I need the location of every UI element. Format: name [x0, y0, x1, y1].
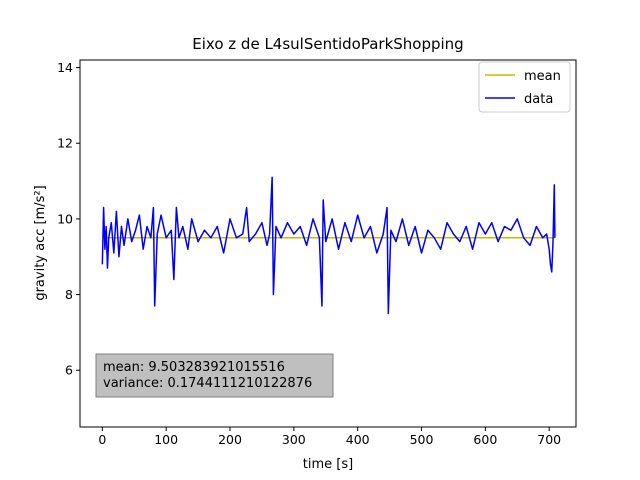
plot-frame: [79, 59, 577, 428]
data-series-line: [101, 176, 556, 315]
y-tick-label: 6: [65, 363, 73, 378]
legend: mean data: [478, 61, 571, 113]
x-tick-label: 500: [410, 432, 434, 447]
stats-box-background: [95, 353, 334, 398]
legend-data-label: data: [524, 92, 553, 107]
x-tick-label: 200: [218, 432, 242, 447]
y-axis-label: gravity acc [m/s²]: [33, 185, 48, 300]
y-tick-label: 10: [57, 211, 73, 226]
x-axis-label: time [s]: [303, 457, 353, 472]
x-axis-ticks: 0 100 200 300 400 500 600 700: [98, 427, 561, 447]
stats-mean-text: mean: 9.503283921015516: [103, 360, 285, 375]
x-tick-label: 300: [282, 432, 306, 447]
stats-variance-text: variance: 0.1744111210122876: [103, 376, 312, 391]
x-tick-label: 400: [346, 432, 370, 447]
y-tick-label: 12: [57, 136, 73, 151]
chart-title: Eixo z de L4sulSentidoParkShopping: [192, 35, 463, 53]
x-tick-label: 0: [98, 432, 106, 447]
stats-box: mean: 9.503283921015516 variance: 0.1744…: [95, 353, 334, 398]
y-axis-ticks: 6 8 10 12 14: [57, 60, 80, 378]
legend-mean-label: mean: [524, 69, 561, 84]
x-tick-label: 700: [537, 432, 561, 447]
y-tick-label: 8: [65, 287, 73, 302]
x-tick-label: 600: [473, 432, 497, 447]
x-tick-label: 100: [154, 432, 178, 447]
y-tick-label: 14: [57, 60, 73, 75]
plot-area: [79, 59, 577, 428]
